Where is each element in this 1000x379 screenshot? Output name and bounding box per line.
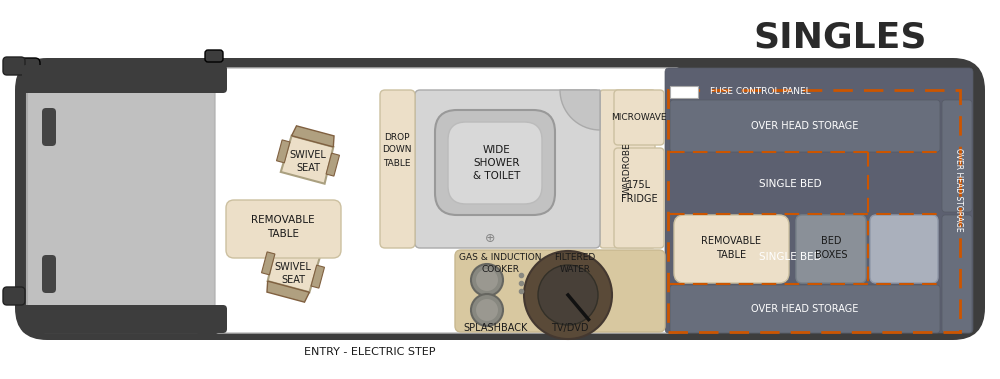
FancyBboxPatch shape [670,100,940,152]
FancyBboxPatch shape [15,58,985,340]
Text: SHOWER: SHOWER [474,158,520,168]
FancyBboxPatch shape [670,285,940,333]
FancyBboxPatch shape [415,90,600,248]
Wedge shape [560,90,600,130]
FancyBboxPatch shape [205,50,223,62]
Text: FILTERED: FILTERED [554,254,596,263]
Circle shape [471,264,503,296]
FancyBboxPatch shape [455,250,665,332]
Polygon shape [292,126,334,147]
FancyBboxPatch shape [42,255,56,293]
FancyBboxPatch shape [796,215,866,283]
Text: WATER: WATER [560,265,590,274]
Text: SEAT: SEAT [296,163,320,173]
Circle shape [538,265,598,325]
Text: WARDROBE: WARDROBE [622,143,632,195]
Text: ENTRY - ELECTRIC STEP: ENTRY - ELECTRIC STEP [304,347,436,357]
Circle shape [471,294,503,326]
Text: OVER HEAD STORAGE: OVER HEAD STORAGE [751,304,859,314]
Text: BED: BED [821,236,841,246]
Text: ⊕: ⊕ [485,232,495,244]
FancyBboxPatch shape [614,148,664,248]
Bar [670,86,698,98]
FancyBboxPatch shape [665,68,973,333]
FancyBboxPatch shape [380,90,415,248]
Text: SWIVEL: SWIVEL [275,262,311,272]
Polygon shape [277,140,290,163]
Text: GAS & INDUCTION: GAS & INDUCTION [459,254,541,263]
Circle shape [524,251,612,339]
Text: SINGLES: SINGLES [753,21,927,55]
Polygon shape [267,281,309,302]
Text: MICROWAVE: MICROWAVE [611,113,667,122]
Text: TV/DVD: TV/DVD [551,323,589,333]
Polygon shape [262,252,275,275]
FancyBboxPatch shape [600,90,655,248]
FancyBboxPatch shape [3,287,25,305]
FancyBboxPatch shape [22,65,227,93]
Text: COOKER: COOKER [481,265,519,274]
FancyBboxPatch shape [942,100,972,212]
Text: TABLE: TABLE [383,158,411,168]
Text: OVER HEAD STORAGE: OVER HEAD STORAGE [954,148,962,232]
Text: BOXES: BOXES [815,250,847,260]
FancyBboxPatch shape [448,122,542,204]
Text: DOWN: DOWN [382,146,412,155]
Text: TABLE: TABLE [716,250,746,260]
Text: FUSE CONTROL PANEL: FUSE CONTROL PANEL [710,86,810,96]
FancyBboxPatch shape [942,215,972,333]
Text: SINGLE BED: SINGLE BED [759,252,821,262]
Polygon shape [311,265,324,288]
Polygon shape [326,153,339,176]
Text: SEAT: SEAT [281,275,305,285]
FancyBboxPatch shape [435,110,555,215]
Text: DROP: DROP [384,133,410,141]
Bar [668,90,960,332]
Text: OVER HEAD STORAGE: OVER HEAD STORAGE [751,121,859,131]
FancyBboxPatch shape [226,200,341,258]
FancyBboxPatch shape [3,57,25,75]
Polygon shape [268,244,320,292]
FancyBboxPatch shape [674,215,789,283]
FancyBboxPatch shape [870,215,938,283]
Text: & TOILET: & TOILET [473,171,521,181]
Text: REMOVABLE: REMOVABLE [251,215,315,225]
Text: SPLASHBACK: SPLASHBACK [464,323,528,333]
FancyBboxPatch shape [614,90,664,145]
Polygon shape [281,136,333,184]
Text: SINGLE BED: SINGLE BED [759,179,821,189]
Text: TABLE: TABLE [267,229,299,239]
Circle shape [476,269,498,291]
Text: REMOVABLE: REMOVABLE [701,236,761,246]
FancyBboxPatch shape [215,68,680,333]
FancyBboxPatch shape [27,68,215,332]
Text: WIDE: WIDE [483,145,511,155]
FancyBboxPatch shape [15,58,40,73]
FancyBboxPatch shape [22,305,227,333]
FancyBboxPatch shape [42,108,56,146]
Circle shape [476,299,498,321]
Text: FRIDGE: FRIDGE [621,194,657,204]
Text: SWIVEL: SWIVEL [290,150,326,160]
Text: 175L: 175L [627,180,651,190]
